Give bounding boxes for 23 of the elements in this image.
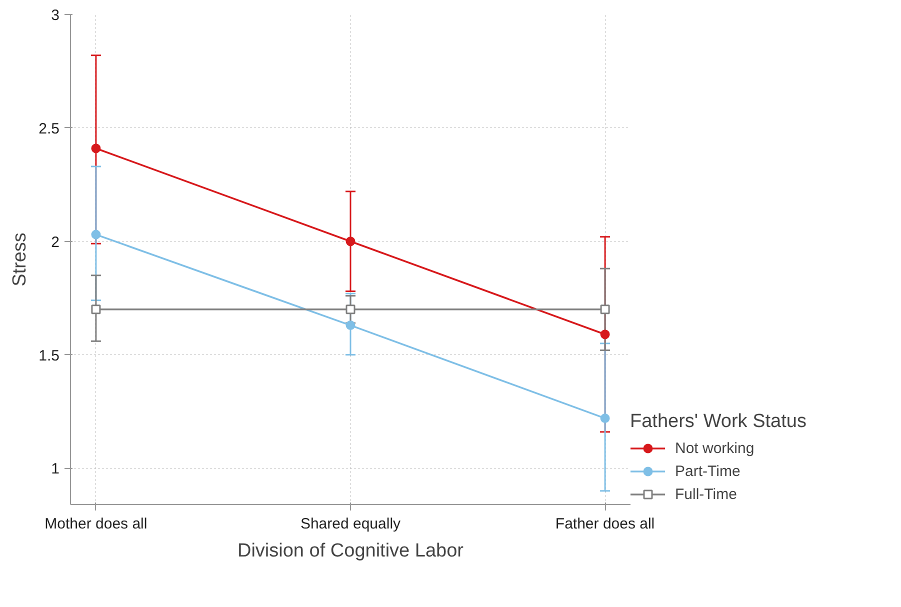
point	[91, 304, 101, 314]
y-axis-title: Stress	[10, 232, 31, 286]
x-tick-label: Father does all	[555, 516, 655, 532]
point	[346, 236, 356, 246]
y-tick-label: 2	[51, 234, 60, 251]
point	[91, 144, 101, 154]
point	[600, 330, 610, 340]
legend-label: Not working	[675, 440, 754, 456]
point	[600, 414, 610, 424]
legend-label: Part-Time	[675, 462, 740, 480]
y-tick-label: 2.5	[38, 120, 60, 138]
x-tick-label: Mother does all	[44, 516, 148, 532]
y-tick-label: 1	[51, 460, 60, 478]
legend-title: Fathers' Work Status	[630, 411, 806, 433]
x-axis-title: Division of Cognitive Labor	[237, 540, 464, 562]
point	[346, 304, 356, 314]
y-tick-label: 3	[51, 7, 60, 24]
point	[346, 320, 356, 330]
x-tick-label: Shared equally	[300, 516, 402, 532]
y-tick-label: 1.5	[38, 347, 60, 364]
point	[600, 304, 610, 314]
legend-label: Full-Time	[675, 486, 737, 502]
point	[91, 230, 101, 240]
